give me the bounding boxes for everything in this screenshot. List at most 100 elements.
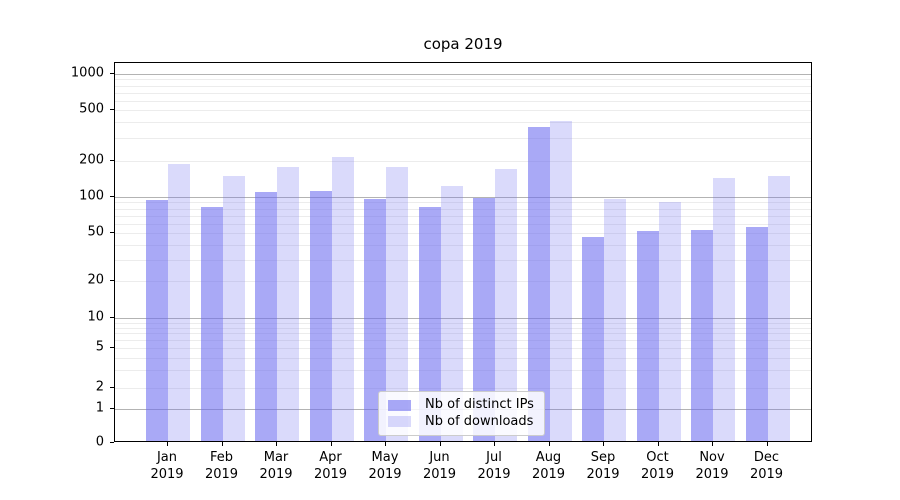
gridline-20 (115, 281, 811, 282)
gridline-50 (115, 233, 811, 234)
gridline-90 (115, 202, 811, 204)
gridline-900 (115, 79, 811, 81)
y-tick-label-200: 200 (79, 152, 104, 168)
x-tick-mark-jan (167, 442, 168, 446)
gridline-300 (115, 138, 811, 140)
y-tick-label-50: 50 (87, 224, 104, 240)
bar-downloads-sep (604, 199, 626, 441)
x-tick-label-apr: Apr 2019 (313, 450, 348, 482)
y-tick-label-100: 100 (79, 188, 104, 204)
x-tick-label-nov: Nov 2019 (695, 450, 729, 482)
bar-downloads-jan (168, 164, 190, 441)
y-tick-mark-0 (110, 442, 114, 443)
bar-ips-jun (418, 206, 441, 441)
bar-ips-may (364, 199, 386, 441)
x-tick-mark-apr (330, 442, 332, 446)
y-tick-label-0: 0 (95, 434, 104, 450)
bar-ips-oct (636, 231, 659, 441)
bar-ips-jul (473, 198, 495, 441)
plot-area (114, 62, 812, 442)
x-tick-mark-jun (439, 442, 441, 446)
gridline-8 (115, 327, 811, 329)
x-tick-mark-sep (603, 442, 604, 446)
gridline-9 (115, 322, 811, 324)
y-tick-mark-20 (110, 280, 114, 281)
y-tick-label-10: 10 (87, 309, 104, 325)
gridline-100 (115, 197, 811, 198)
bar-ips-nov (691, 229, 713, 441)
bar-downloads-jul (495, 169, 517, 441)
y-tick-mark-1000 (110, 73, 114, 74)
gridline-6 (115, 340, 811, 342)
bar-ips-mar (255, 192, 277, 441)
legend-item-distinct-ips: Nb of distinct IPs (388, 397, 535, 413)
gridline-7 (115, 333, 811, 335)
gridline-30 (115, 259, 811, 261)
bar-ips-apr (309, 191, 332, 441)
gridline-60 (115, 223, 811, 225)
x-tick-label-jun: Jun 2019 (422, 450, 457, 482)
y-tick-label-1: 1 (95, 400, 104, 416)
bar-downloads-feb (222, 176, 245, 441)
gridline-3 (115, 370, 811, 372)
gridline-700 (115, 92, 811, 94)
y-tick-mark-200 (110, 160, 114, 161)
gridline-1000 (115, 74, 811, 75)
y-tick-mark-100 (110, 196, 114, 197)
gridline-40 (115, 244, 811, 246)
legend-item-downloads: Nb of downloads (388, 414, 535, 430)
gridline-400 (115, 122, 811, 124)
x-tick-mark-oct (657, 442, 659, 446)
y-tick-mark-5 (110, 347, 114, 348)
gridline-10 (115, 318, 811, 319)
legend-swatch-downloads (388, 416, 411, 428)
x-tick-mark-may (385, 442, 386, 446)
x-tick-label-aug: Aug 2019 (531, 450, 566, 482)
bar-ips-jan (146, 200, 168, 441)
x-tick-label-feb: Feb 2019 (204, 450, 239, 482)
x-tick-mark-aug (548, 442, 550, 446)
bar-ips-aug (527, 127, 550, 441)
x-tick-label-may: May 2019 (368, 450, 402, 482)
legend-label-downloads: Nb of downloads (425, 413, 534, 429)
bar-downloads-aug (549, 120, 572, 441)
x-tick-mark-dec (766, 442, 768, 446)
gridline-5 (115, 348, 811, 349)
x-tick-mark-feb (221, 442, 223, 446)
x-tick-label-sep: Sep 2019 (586, 450, 620, 482)
bar-downloads-apr (331, 157, 354, 441)
gridline-800 (115, 85, 811, 87)
x-tick-label-jul: Jul 2019 (477, 450, 511, 482)
gridline-2 (115, 388, 811, 389)
legend: Nb of distinct IPs Nb of downloads (378, 391, 545, 436)
y-tick-mark-2 (110, 387, 114, 388)
x-tick-mark-mar (276, 442, 277, 446)
x-tick-label-mar: Mar 2019 (259, 450, 293, 482)
x-tick-mark-nov (712, 442, 713, 446)
bar-ips-sep (582, 236, 604, 441)
bar-downloads-dec (767, 175, 790, 441)
gridline-4 (115, 357, 811, 359)
legend-label-distinct-ips: Nb of distinct IPs (425, 397, 534, 413)
bar-downloads-may (386, 167, 408, 441)
x-tick-label-jan: Jan 2019 (150, 450, 184, 482)
bar-downloads-mar (277, 167, 299, 441)
gridline-80 (115, 208, 811, 210)
gridline-70 (115, 215, 811, 217)
y-tick-mark-50 (110, 232, 114, 233)
y-tick-label-5: 5 (95, 339, 104, 355)
bar-downloads-nov (713, 177, 735, 441)
y-tick-label-500: 500 (79, 101, 104, 117)
gridline-600 (115, 100, 811, 102)
y-tick-mark-500 (110, 109, 114, 110)
y-tick-label-2: 2 (95, 379, 104, 395)
gridline-200 (115, 161, 811, 162)
y-tick-label-20: 20 (87, 272, 104, 288)
bar-downloads-oct (658, 201, 681, 441)
y-tick-mark-10 (110, 317, 114, 318)
y-tick-mark-1 (110, 408, 114, 409)
x-tick-label-dec: Dec 2019 (749, 450, 784, 482)
y-tick-label-1000: 1000 (70, 65, 104, 81)
chart-title: copa 2019 (423, 35, 503, 53)
